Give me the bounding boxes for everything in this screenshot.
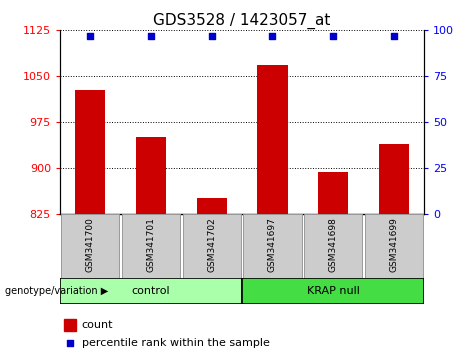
- Bar: [64, 319, 77, 331]
- Bar: [378, 144, 409, 214]
- Text: GSM341702: GSM341702: [207, 217, 216, 272]
- Point: [148, 33, 155, 39]
- Text: KRAP null: KRAP null: [307, 286, 360, 296]
- Point: [87, 33, 94, 39]
- Bar: [257, 65, 288, 214]
- Point: [269, 33, 276, 39]
- Point: [208, 33, 215, 39]
- Bar: [318, 172, 348, 214]
- Bar: [242, 278, 424, 304]
- Text: control: control: [132, 286, 170, 296]
- Bar: [304, 214, 362, 278]
- Bar: [365, 214, 423, 278]
- Bar: [60, 278, 242, 304]
- Text: GSM341699: GSM341699: [389, 217, 398, 272]
- Bar: [183, 214, 241, 278]
- Bar: [136, 137, 166, 214]
- Text: GSM341701: GSM341701: [147, 217, 155, 272]
- Bar: [243, 214, 301, 278]
- Point: [329, 33, 337, 39]
- Bar: [61, 214, 119, 278]
- Text: genotype/variation ▶: genotype/variation ▶: [5, 286, 108, 296]
- Text: GSM341698: GSM341698: [329, 217, 337, 272]
- Title: GDS3528 / 1423057_at: GDS3528 / 1423057_at: [154, 12, 331, 29]
- Text: count: count: [82, 320, 113, 330]
- Text: GSM341697: GSM341697: [268, 217, 277, 272]
- Bar: [196, 198, 227, 214]
- Bar: [122, 214, 180, 278]
- Bar: [75, 90, 106, 214]
- Point: [331, 266, 338, 271]
- Text: GSM341700: GSM341700: [86, 217, 95, 272]
- Point: [390, 33, 397, 39]
- Text: percentile rank within the sample: percentile rank within the sample: [82, 338, 270, 348]
